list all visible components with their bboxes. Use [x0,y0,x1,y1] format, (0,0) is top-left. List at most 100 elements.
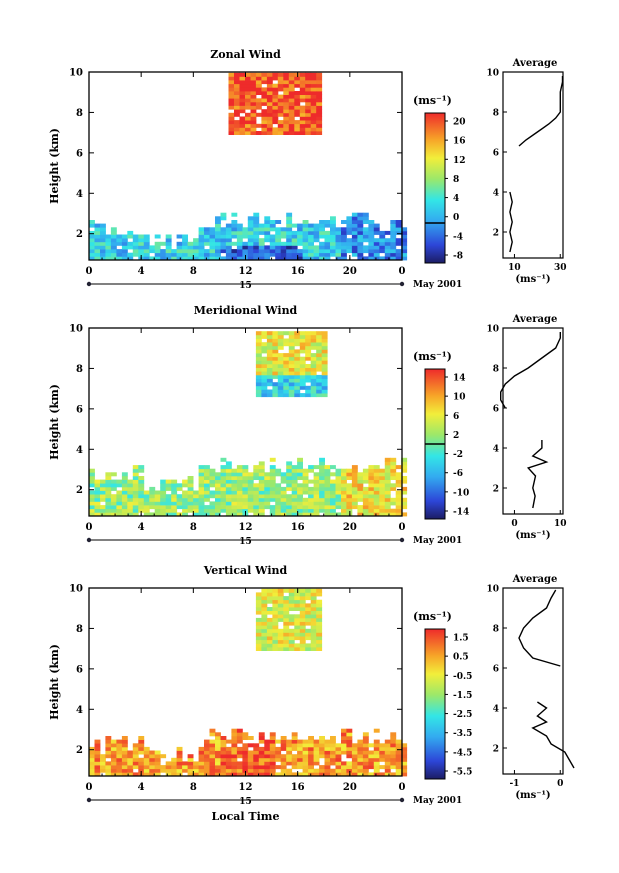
heatmap-cell [288,639,295,644]
heatmap-cell [357,739,364,744]
heatmap-cell [261,331,268,336]
heatmap-cell [294,628,301,633]
heatmap-cell [132,746,139,751]
heatmap-cell [176,494,183,499]
heatmap-cell [255,91,262,95]
heatmap-cell [261,91,268,95]
heatmap-cell [275,472,282,477]
heatmap-cell [266,647,273,651]
heatmap-cell [272,614,279,619]
heatmap-cell [269,508,276,513]
heatmap-cell [299,123,306,128]
heatmap-cell [299,91,306,95]
heatmap-cell [390,476,397,480]
heatmap-cell [277,331,284,336]
heatmap-cell [253,486,260,491]
heatmap-cell [160,508,167,513]
heatmap-cell [302,757,309,762]
heatmap-cell [154,757,161,762]
heatmap-cell [319,465,325,470]
heatmap-cell [261,636,268,641]
heatmap-cell [280,772,287,777]
heatmap-cell [258,490,265,495]
heatmap-cell [288,364,295,368]
heatmap-cell [313,512,320,517]
heatmap-cell [362,227,369,232]
heatmap-cell [149,750,156,755]
heatmap-cell [138,736,145,740]
heatmap-cell [165,761,172,766]
heatmap-cell [234,94,240,99]
heatmap-cell [379,256,386,261]
heatmap-cell [255,647,262,651]
heatmap-cell [261,367,268,372]
heatmap-cell [242,732,249,737]
heatmap-cell [275,746,282,751]
heatmap-cell [351,223,358,228]
heatmap-cell [269,739,276,744]
heatmap-cell [269,494,276,499]
heatmap-cell [258,497,265,502]
heatmap-cell [302,479,309,484]
heatmap-cell [294,98,301,103]
heatmap-cell [127,252,134,257]
heatmap-cell [121,238,128,243]
heatmap-cells [89,588,408,777]
heatmap-cell [247,501,254,506]
heatmap-cell [288,120,295,125]
heatmap-cell [324,750,331,755]
heatmap-cell [264,739,271,744]
heatmap-cell [89,768,95,773]
heatmap-cell [264,245,271,250]
heatmap-cell [176,234,183,239]
heatmap-cell [209,772,216,777]
heatmap-cell [310,80,317,85]
heatmap-cell [245,120,251,125]
heatmap-cell [110,761,117,766]
heatmap-cell [280,472,287,477]
heatmap-cell [310,356,317,361]
colorbar-tick-label: -8 [453,252,463,262]
heatmap-cell [242,234,249,239]
heatmap-cell [302,754,309,759]
heatmap-cell [269,220,276,224]
heatmap-cell [286,468,293,473]
heatmap-cell [299,610,306,615]
heatmap-cell [255,603,262,608]
heatmap-cell [116,494,123,499]
heatmap-cell [324,256,331,261]
heatmap-cell [351,505,358,510]
heatmap-cell [110,772,117,777]
heatmap-cell [176,241,183,246]
heatmap-cell [277,76,284,81]
average-profile-upper [518,589,561,667]
heatmap-cell [373,256,380,261]
heatmap-cell [215,223,221,228]
heatmap-cell [341,772,347,777]
heatmap-cell [302,743,309,748]
heatmap-cell [269,245,276,250]
heatmap-cell [321,349,328,354]
heatmap-cell [242,465,249,470]
heatmap-cell [247,743,254,748]
heatmap-cell [250,112,257,117]
average-frame [502,327,564,515]
heatmap-cell [280,505,287,510]
heatmap-cell [283,374,290,379]
heatmap-cell [110,227,117,232]
heatmap-cell [310,607,317,611]
heatmap-cell [272,87,279,92]
heatmap-cell [116,761,123,766]
heatmap-cell [299,112,306,117]
heatmap-cell [239,123,246,128]
heatmap-cell [299,76,306,81]
heatmap-cell [110,245,117,250]
heatmap-cell [264,754,271,759]
heatmap-cell [351,765,358,770]
heatmap-cell [116,241,123,246]
heatmap-cell [324,757,331,762]
heatmap-cell [286,772,293,777]
heatmap-cell [299,599,306,604]
heatmap-cell [160,249,167,254]
heatmap-cell [351,768,358,773]
